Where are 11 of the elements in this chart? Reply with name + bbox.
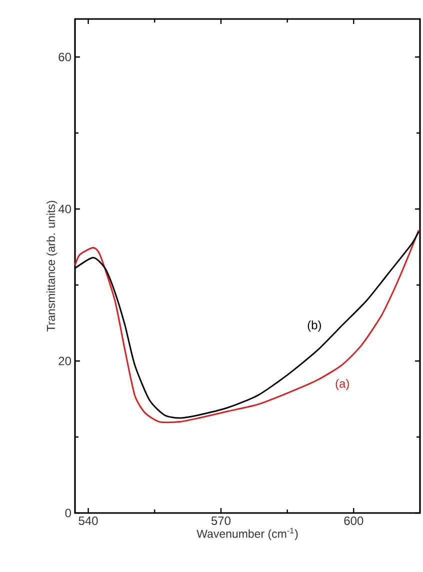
x-axis-title: Wavenumber (cm$^{-1}$)	[196, 528, 298, 540]
series-label: (a)	[336, 378, 349, 390]
series-label: (b)	[308, 320, 321, 332]
y-tick-label: 0	[65, 508, 72, 518]
y-tick-label: 40	[58, 204, 72, 214]
x-tick-label: 600	[344, 516, 364, 526]
x-tick-label: 540	[78, 516, 98, 526]
x-tick-label: 570	[211, 516, 230, 526]
y-tick-label: 60	[58, 52, 72, 62]
y-axis-title: Transmittance (arb. units)	[46, 200, 58, 332]
y-tick-label: 20	[58, 356, 72, 366]
